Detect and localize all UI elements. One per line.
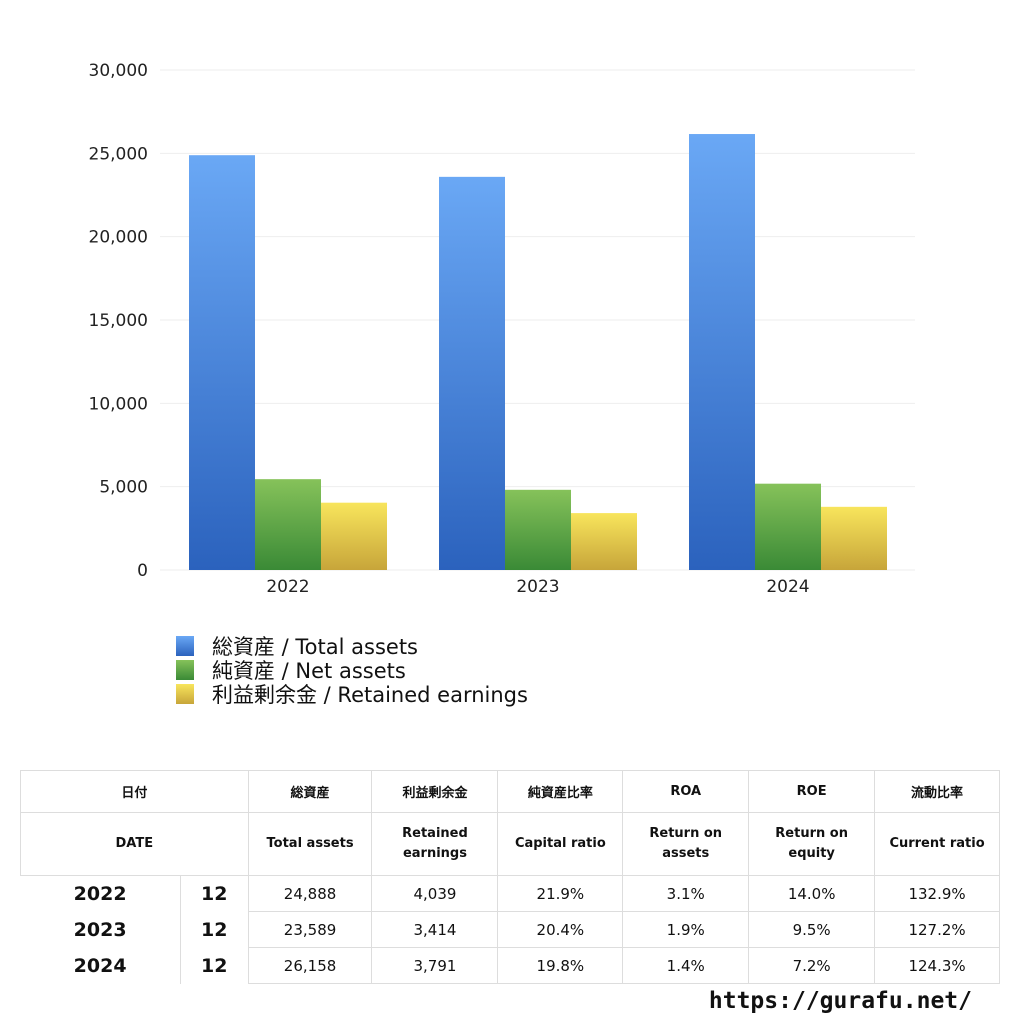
value-cell: 132.9%	[874, 875, 1000, 912]
header-cell: 利益剰余金	[371, 770, 499, 813]
table-row: 2023 12 23,589 3,414 20.4% 1.9% 9.5% 127.2%	[20, 911, 1000, 948]
value-cell: 24,888	[247, 875, 373, 912]
header-cell: 日付	[20, 770, 249, 813]
bar-net-assets-2023	[505, 489, 571, 570]
month-cell: 12	[179, 911, 249, 948]
header-cell: Return on assets	[622, 812, 750, 876]
header-cell: ROE	[748, 770, 876, 813]
legend-swatch	[176, 660, 194, 680]
legend-label: 総資産 / Total assets	[212, 635, 418, 659]
header-cell: Return on equity	[748, 812, 876, 876]
y-tick-label: 5,000	[99, 478, 148, 498]
bar-total-assets-2022	[189, 155, 255, 570]
bar-total-assets-2024	[689, 134, 755, 571]
legend-label: 利益剰余金 / Retained earnings	[212, 683, 528, 707]
year-cell: 2024	[20, 947, 181, 984]
month-cell: 12	[179, 875, 249, 912]
value-cell: 1.4%	[622, 947, 750, 984]
header-cell: DATE	[20, 812, 249, 876]
value-cell: 127.2%	[874, 911, 1000, 948]
value-cell: 124.3%	[874, 947, 1000, 984]
legend-swatch	[176, 636, 194, 656]
header-cell: Capital ratio	[497, 812, 624, 876]
header-row-en: DATE Total assets Retained earnings Capi…	[20, 812, 1000, 876]
y-tick-label: 25,000	[89, 144, 148, 164]
legend-swatch	[176, 684, 194, 704]
y-tick-label: 10,000	[89, 394, 148, 414]
legend-item-net-assets: 純資産 / Net assets	[176, 658, 528, 683]
header-row-jp: 日付 総資産 利益剰余金 純資産比率 ROA ROE 流動比率	[20, 770, 1000, 813]
header-cell: 総資産	[247, 770, 373, 813]
value-cell: 3.1%	[622, 875, 750, 912]
header-cell: Retained earnings	[371, 812, 499, 876]
y-tick-label: 30,000	[89, 61, 148, 81]
value-cell: 20.4%	[497, 911, 624, 948]
value-cell: 4,039	[371, 875, 499, 912]
legend-label: 純資産 / Net assets	[212, 659, 406, 683]
table-row: 2022 12 24,888 4,039 21.9% 3.1% 14.0% 132.9%	[20, 875, 1000, 912]
value-cell: 26,158	[247, 947, 373, 984]
legend-item-retained-earnings: 利益剰余金 / Retained earnings	[176, 682, 528, 707]
value-cell: 9.5%	[748, 911, 876, 948]
value-cell: 7.2%	[748, 947, 876, 984]
y-tick-label: 0	[137, 561, 148, 581]
bar-retained-earnings-2022	[321, 502, 387, 570]
value-cell: 19.8%	[497, 947, 624, 984]
header-cell: ROA	[622, 770, 750, 813]
value-cell: 1.9%	[622, 911, 750, 948]
month-cell: 12	[179, 947, 249, 984]
bar-net-assets-2024	[755, 483, 821, 570]
x-tick-label: 2022	[266, 577, 309, 597]
header-cell: 流動比率	[874, 770, 1000, 813]
legend-item-total-assets: 総資産 / Total assets	[176, 634, 528, 659]
header-cell: 純資産比率	[497, 770, 624, 813]
value-cell: 14.0%	[748, 875, 876, 912]
year-cell: 2022	[20, 875, 181, 912]
header-cell: Current ratio	[874, 812, 1000, 876]
value-cell: 3,414	[371, 911, 499, 948]
table-row: 2024 12 26,158 3,791 19.8% 1.4% 7.2% 124.3%	[20, 947, 1000, 984]
site-url[interactable]: https://gurafu.net/	[708, 988, 972, 1014]
value-cell: 3,791	[371, 947, 499, 984]
bar-retained-earnings-2024	[821, 506, 887, 570]
value-cell: 23,589	[247, 911, 373, 948]
y-tick-label: 20,000	[89, 228, 148, 248]
bar-total-assets-2023	[439, 176, 505, 570]
year-cell: 2023	[20, 911, 181, 948]
legend: 総資産 / Total assets 純資産 / Net assets 利益剰余…	[176, 634, 528, 707]
financial-table: 日付 総資産 利益剰余金 純資産比率 ROA ROE 流動比率 DATE Tot…	[20, 770, 1000, 984]
header-cell: Total assets	[247, 812, 373, 876]
value-cell: 21.9%	[497, 875, 624, 912]
x-tick-label: 2023	[516, 577, 559, 597]
bar-net-assets-2022	[255, 479, 321, 570]
bar-retained-earnings-2023	[571, 513, 637, 570]
y-tick-label: 15,000	[89, 311, 148, 331]
x-tick-label: 2024	[766, 577, 809, 597]
bar-chart: 0 5,000 10,000 15,000 20,000 25,000 30,000 2022…	[89, 61, 915, 597]
